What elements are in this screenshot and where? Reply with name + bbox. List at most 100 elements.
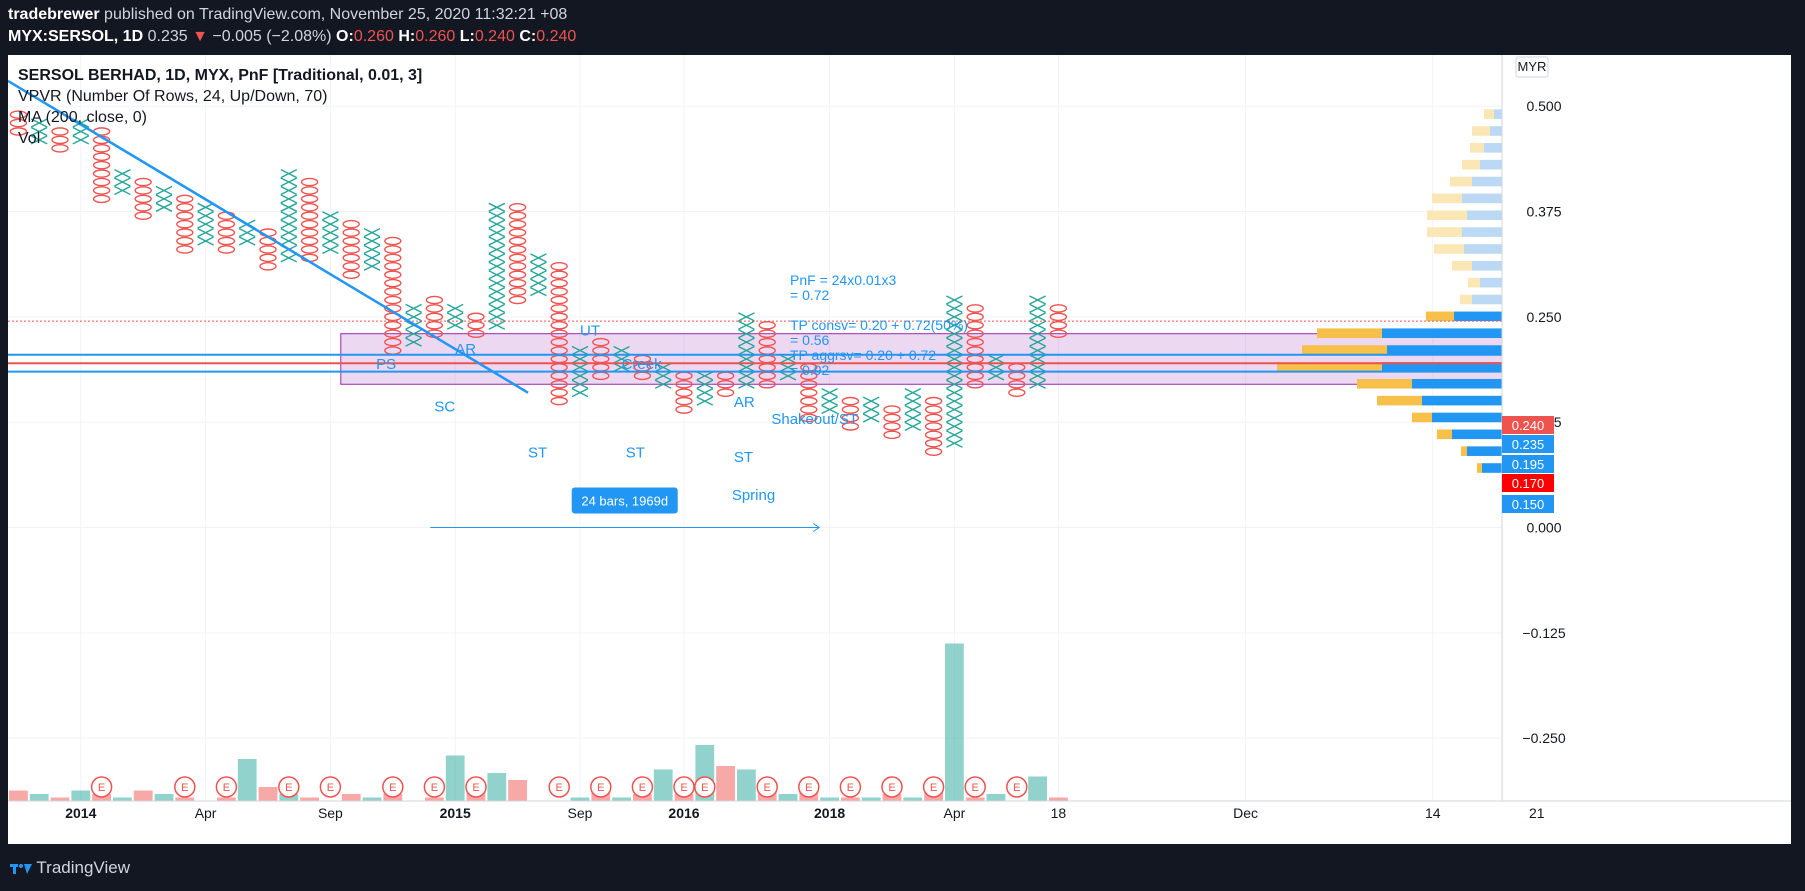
volume-bar xyxy=(1049,797,1068,801)
pnf-o-box xyxy=(550,287,568,296)
volume-bar xyxy=(50,797,70,801)
pnf-x-box xyxy=(405,303,422,314)
vpvr-up-bar xyxy=(1480,159,1502,170)
consolidation-box xyxy=(340,333,1503,385)
pnf-o-box xyxy=(425,295,444,305)
price-badge xyxy=(1502,435,1554,453)
volume-bar xyxy=(71,790,91,801)
pnf-x-box xyxy=(114,168,131,179)
pnf-column-o xyxy=(924,396,943,456)
pnf-column-x xyxy=(322,211,339,255)
volume-bar xyxy=(175,797,195,801)
pnf-o-box xyxy=(675,405,693,414)
legend-title[interactable]: SERSOL BERHAD, 1D, MYX, PnF [Traditional… xyxy=(18,67,423,84)
time-tick: Apr xyxy=(944,805,966,821)
pnf-o-box xyxy=(259,245,277,254)
price-tick: −0.250 xyxy=(1522,730,1565,746)
wyckoff-label: AR xyxy=(734,394,755,411)
target-annotation-line: = 0.56 xyxy=(790,332,830,348)
pnf-x-box xyxy=(738,354,755,364)
pnf-o-box xyxy=(716,388,735,397)
vpvr-down-bar xyxy=(1462,159,1480,170)
pnf-o-box xyxy=(508,278,527,288)
vpvr-up-bar xyxy=(1382,362,1502,372)
vpvr-up-bar xyxy=(1422,395,1502,406)
legend-vol[interactable]: Vol xyxy=(18,130,41,147)
vpvr-down-bar xyxy=(1468,277,1480,288)
pnf-o-box xyxy=(342,245,360,254)
chart-pane[interactable]: PS SC AR ST UT Creek ST AR ST Spring Shakeout/ST Pn… xyxy=(8,55,1791,844)
earnings-label: E xyxy=(431,782,438,794)
pnf-o-box xyxy=(134,186,152,195)
pnf-o-box xyxy=(508,219,527,229)
earnings-icon xyxy=(694,776,716,798)
pnf-x-box xyxy=(446,312,464,322)
time-axis[interactable]: 2014 Apr Sep 2015 Sep 2016 2018 Apr 18 Dec 14 21 xyxy=(8,800,1791,844)
pnf-x-box xyxy=(280,236,298,246)
pnf-o-box xyxy=(176,245,194,254)
pnf-chart-svg[interactable]: PS SC AR ST UT Creek ST AR ST Spring Shakeout/ST Pn… xyxy=(8,55,1791,844)
vpvr-down-bar xyxy=(1470,143,1484,153)
pnf-o-box xyxy=(176,219,194,229)
pnf-o-box xyxy=(800,413,818,423)
pnf-x-box xyxy=(280,202,298,212)
pnf-x-box xyxy=(30,135,48,145)
pnf-x-box xyxy=(904,421,922,432)
pnf-o-box xyxy=(51,135,69,145)
vpvr-down-bar xyxy=(1277,362,1382,372)
pnf-column-o xyxy=(259,228,277,271)
pnf-column-x xyxy=(571,345,589,398)
legend-vpvr[interactable]: VPVR (Number Of Rows, 24, Up/Down, 70) xyxy=(18,88,328,105)
pnf-x-box xyxy=(946,329,963,339)
pnf-x-box xyxy=(322,227,339,238)
pnf-column-x xyxy=(114,168,131,196)
time-tick: Apr xyxy=(195,805,217,821)
price-axis[interactable]: 1.1251.0000.8750.7500.6250.5000.3750.250… xyxy=(1501,55,1791,844)
pnf-x-box xyxy=(530,253,547,263)
volume-bar xyxy=(445,755,465,801)
pnf-o-box xyxy=(467,312,485,322)
pnf-o-box xyxy=(508,203,527,212)
open-label: O: xyxy=(336,28,354,45)
pnf-column-x xyxy=(613,345,630,373)
pnf-x-box xyxy=(821,404,838,415)
tradingview-logo[interactable]: TradingView xyxy=(10,858,130,878)
target-annotation-line: PnF = 24x0.01x3 xyxy=(790,272,896,288)
author-name[interactable]: tradebrewer xyxy=(8,6,100,23)
pnf-x-box xyxy=(1029,345,1046,356)
currency-box xyxy=(1515,56,1549,78)
pnf-o-box xyxy=(550,312,568,322)
pnf-o-box xyxy=(384,295,402,305)
pnf-o-box xyxy=(800,405,818,414)
legend-ma[interactable]: MA (200, close, 0) xyxy=(18,109,147,126)
earnings-icon xyxy=(278,776,300,798)
pnf-column-x xyxy=(72,118,90,145)
pnf-o-box xyxy=(550,388,568,397)
vpvr-down-bar xyxy=(1437,429,1452,440)
pnf-o-box xyxy=(841,413,860,423)
vpvr-up-bar xyxy=(1412,378,1502,389)
pnf-x-box xyxy=(696,379,714,389)
volume-bar xyxy=(341,794,361,801)
pnf-o-box xyxy=(1008,379,1026,389)
pnf-column-x xyxy=(862,396,880,423)
pnf-column-x xyxy=(530,253,547,297)
pnf-o-box xyxy=(384,329,402,339)
pnf-o-box xyxy=(800,396,818,406)
pnf-x-box xyxy=(862,404,880,415)
currency-label: MYR xyxy=(1518,59,1547,74)
wyckoff-label: Shakeout/ST xyxy=(771,411,858,428)
volume-bar xyxy=(29,794,49,801)
price-badge xyxy=(1502,474,1554,492)
volume-bar xyxy=(237,759,257,801)
pnf-x-box xyxy=(405,329,422,339)
pnf-o-box xyxy=(300,177,319,187)
pnf-column-o xyxy=(217,211,236,254)
pnf-o-box xyxy=(883,413,901,423)
pnf-x-box xyxy=(488,320,506,330)
downtrend-line xyxy=(8,79,529,394)
pnf-column-o xyxy=(675,371,693,414)
pnf-x-box xyxy=(946,379,963,389)
pnf-x-box xyxy=(197,211,214,221)
pnf-o-box xyxy=(550,295,568,305)
